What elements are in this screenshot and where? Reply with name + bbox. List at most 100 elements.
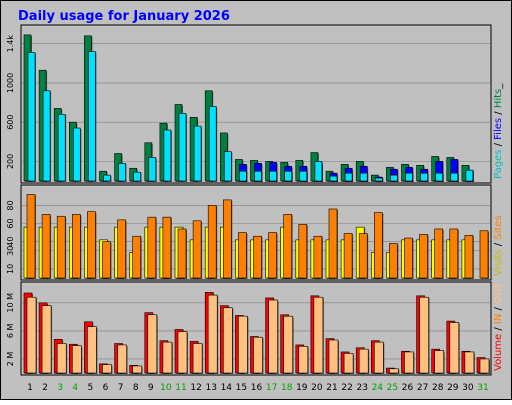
chart-panels: 200 600 1000 1.4k Pages / Files / Hits_ 10 304… <box>6 24 504 376</box>
sites-bar <box>479 230 489 279</box>
sites-bar-body <box>389 243 398 279</box>
x-tick-label: 31 <box>477 383 488 393</box>
sites-bar-body <box>147 216 157 279</box>
sites-bar <box>132 235 142 279</box>
middle-y-tick-label: 10 <box>6 264 15 274</box>
sites-bar <box>283 214 293 279</box>
sites-bar <box>419 234 429 279</box>
middle-side-legend-part: / <box>493 240 504 250</box>
kbout-bar <box>419 296 430 374</box>
sites-bar-body <box>177 228 187 279</box>
sites-bar-body <box>117 219 126 279</box>
sites-bar <box>147 216 157 279</box>
files-bar <box>193 125 203 182</box>
kbout-bar-body <box>72 345 82 374</box>
sites-bar-body <box>87 211 96 279</box>
x-tick-label: 10 <box>160 383 172 393</box>
files-bar-body <box>405 172 413 182</box>
files-bar-body <box>148 157 157 182</box>
files-bar-body <box>224 151 232 182</box>
top-panel-frame <box>20 24 492 184</box>
x-tick-label: 13 <box>205 383 216 393</box>
files-bar-body <box>435 172 444 182</box>
sites-bar-body <box>132 235 141 279</box>
sites-bar-body <box>192 220 202 279</box>
kbout-bar <box>449 322 460 374</box>
x-tick-label: 15 <box>236 383 247 393</box>
sites-bar <box>177 228 187 279</box>
sites-bar-body <box>283 214 293 279</box>
sites-bar <box>87 211 97 279</box>
files-bar <box>269 170 278 182</box>
sites-bar <box>298 224 308 279</box>
files-bar <box>405 172 414 182</box>
bottom-y-tick-label: 2 M <box>6 352 15 367</box>
files-bar <box>103 174 112 182</box>
x-tick-label: 14 <box>221 383 233 393</box>
files-bar <box>254 170 263 182</box>
kbout-bar <box>358 348 370 374</box>
x-tick-label: 7 <box>118 383 124 393</box>
top-side-legend-part: _ <box>493 83 504 90</box>
sites-bar <box>117 219 127 279</box>
files-bar-body <box>193 125 202 182</box>
files-bar-body <box>420 172 428 182</box>
sites-bar-body <box>102 241 111 279</box>
bottom-side-legend-part: Volume <box>493 334 504 371</box>
kbout-bar <box>72 345 83 374</box>
middle-y-tick-label: 30 <box>6 246 15 256</box>
sites-bar-body <box>72 214 81 279</box>
files-bar <box>118 163 127 182</box>
kbout-bar-body <box>464 351 475 374</box>
files-bar-body <box>133 171 141 182</box>
sites-bar <box>223 199 233 279</box>
files-bar <box>178 113 187 182</box>
files-bar <box>208 106 218 182</box>
x-tick-label: 4 <box>72 383 78 393</box>
x-tick-label: 27 <box>417 383 428 393</box>
files-bar-body <box>390 174 398 182</box>
files-bar-body <box>359 172 368 182</box>
top-side-legend-part: Files <box>493 118 504 140</box>
kbout-bar <box>313 296 324 374</box>
kbout-bar-body <box>41 305 52 374</box>
sites-bar-body <box>313 235 323 279</box>
files-bar-body <box>103 174 111 182</box>
x-tick-label: 17 <box>266 383 277 393</box>
x-tick-label: 23 <box>356 383 367 393</box>
kbout-bar-body <box>147 314 158 374</box>
top-side-legend: Pages / Files / Hits_ <box>493 83 504 179</box>
kbout-bar-body <box>419 296 429 374</box>
files-bar-body <box>27 52 36 182</box>
x-tick-label: 16 <box>251 383 263 393</box>
top-side-legend-part: Hits <box>493 89 504 108</box>
files-bar <box>73 127 82 182</box>
files-bar-body <box>329 175 338 182</box>
sites-bar <box>313 235 323 279</box>
top-y-tick-label: 1.4k <box>6 35 15 53</box>
top-panel: 200 600 1000 1.4k Pages / Files / Hits_ <box>6 24 504 184</box>
kbout-bar-body <box>102 364 112 374</box>
kbout-bar <box>207 294 219 374</box>
bottom-panel: 2 M 6 M 10 M Volume / IN / OUT <box>6 281 504 376</box>
sites-bar <box>192 220 203 279</box>
x-tick-label: 18 <box>281 383 293 393</box>
x-tick-label: 5 <box>88 383 94 393</box>
sites-bar-body <box>223 199 232 279</box>
sites-bar-body <box>464 235 474 279</box>
kbout-bar <box>102 364 113 374</box>
sites-bar-body <box>434 228 444 279</box>
sites-bar <box>207 205 218 279</box>
kbout-bar-body <box>343 353 354 374</box>
sites-bar <box>56 215 67 279</box>
sites-bar-body <box>238 232 247 279</box>
kbout-bar-body <box>449 322 460 374</box>
kbout-bar-body <box>162 341 173 374</box>
sites-bar <box>253 235 263 279</box>
middle-side-legend-part: Sites <box>493 215 504 239</box>
files-bar <box>435 172 444 182</box>
files-bar-body <box>163 129 172 182</box>
files-bar-body <box>239 170 247 182</box>
